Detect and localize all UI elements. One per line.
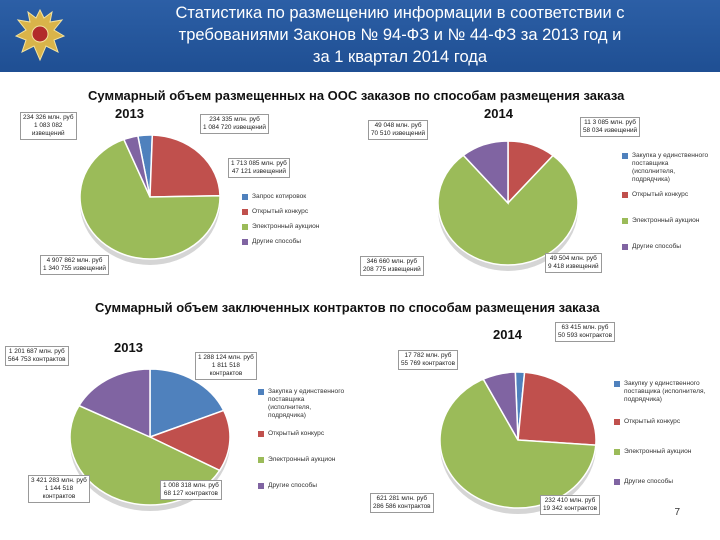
legend-label: Закупка у единственного поставщика (испо… [268,388,345,419]
legend-item: Другие способы [622,243,712,251]
legend-item: Другие способы [258,482,348,490]
pie-slice-2 [517,371,597,446]
data-label-s2-2013-d: 1 008 318 млн. руб 68 127 контрактов [160,480,222,500]
legend-swatch [258,483,264,489]
pie-slice-4 [77,368,151,439]
legend-label: Открытый конкурс [632,191,689,198]
legend-label: Открытый конкурс [268,430,325,437]
data-label-s2-2014-d: 232 410 млн. руб 19 342 контрактов [540,495,600,515]
section2-year-right: 2014 [493,327,522,342]
legend-swatch [614,419,620,425]
coat-of-arms-icon [14,8,66,62]
legend-s1-2013: Запрос котировок Открытый конкурс Электр… [242,193,322,253]
pie-chart-orders-2014 [437,140,579,271]
section1-year-left: 2013 [115,106,144,121]
data-label-s1-2014-b: 11 3 085 млн. руб 58 034 извещений [580,117,641,137]
legend-label: Другие способы [624,478,674,485]
legend-item: Электронный аукцион [258,456,348,464]
legend-item: Запрос котировок [242,193,322,201]
legend-label: Закупку у единственного поставщика (испо… [624,380,706,403]
legend-label: Электронный аукцион [252,223,320,230]
legend-label: Электронный аукцион [632,217,700,224]
legend-swatch [242,239,248,245]
data-label-s2-2014-b: 17 782 млн. руб 55 769 контрактов [398,350,458,370]
data-label-s2-2013-a: 1 201 687 млн. руб 564 753 контрактов [5,346,69,366]
page-number: 7 [674,507,680,518]
legend-label: Закупка у единственного поставщика (испо… [632,152,709,183]
data-label-s2-2014-a: 63 415 млн. руб 50 593 контрактов [555,322,615,342]
legend-swatch [242,194,248,200]
legend-swatch [622,218,628,224]
legend-s1-2014: Закупка у единственного поставщика (испо… [622,152,712,258]
pie-chart-contracts-2013 [69,368,231,511]
data-label-s1-2013-d: 4 907 862 млн. руб 1 340 755 извещений [40,255,109,275]
legend-item: Другие способы [242,238,322,246]
legend-swatch [614,479,620,485]
legend-label: Другие способы [632,243,682,250]
legend-item: Открытый конкурс [242,208,322,216]
pie-slice-4 [122,135,151,198]
legend-item: Открытый конкурс [622,191,712,199]
data-label-s1-2014-a: 49 048 млн. руб 70 510 извещений [368,120,429,140]
data-label-s1-2013-a: 234 326 млн. руб 1 083 082 извещений [20,112,77,140]
data-label-s2-2013-b: 1 288 124 млн. руб 1 811 518 контрактов [195,352,257,380]
legend-item: Закупка у единственного поставщика (испо… [258,388,348,420]
legend-label: Открытый конкурс [624,418,681,425]
section2-title: Суммарный объем заключенных контрактов п… [95,300,600,315]
legend-swatch [614,381,620,387]
pie-slice-4 [462,140,509,205]
legend-label: Другие способы [268,482,318,489]
pie-slice-3 [79,138,221,260]
legend-swatch [242,224,248,230]
legend-label: Запрос котировок [252,193,307,200]
legend-swatch [242,209,248,215]
legend-s2-2013: Закупка у единственного поставщика (испо… [258,388,348,497]
header-bar: Статистика по размещению информации в со… [0,0,720,72]
pie-chart-contracts-2014 [439,371,597,514]
legend-item: Открытый конкурс [614,418,709,426]
legend-swatch [622,192,628,198]
legend-item: Другие способы [614,478,709,486]
legend-label: Электронный аукцион [624,448,692,455]
data-label-s1-2014-d: 49 504 млн. руб 9 418 извещений [545,253,602,273]
legend-item: Закупка у единственного поставщика (испо… [622,152,712,184]
legend-swatch [614,449,620,455]
legend-label: Другие способы [252,238,302,245]
pie-slice-2 [148,409,231,472]
legend-item: Закупку у единственного поставщика (испо… [614,380,709,404]
title-line-3: за 1 квартал 2014 года [312,48,488,66]
legend-swatch [622,153,628,159]
section1-title: Суммарный объем размещенных на ООС заказ… [88,88,625,103]
legend-s2-2014: Закупку у единственного поставщика (испо… [614,380,709,493]
pie-slice-3 [437,154,579,266]
section2-year-left: 2013 [114,340,143,355]
data-label-s2-2014-c: 621 281 млн. руб 286 586 контрактов [370,493,434,513]
legend-item: Открытый конкурс [258,430,348,438]
pie-slice-4 [482,371,519,441]
legend-label: Электронный аукцион [268,456,336,463]
pie-chart-orders-2013 [79,134,221,265]
title-line-1: Статистика по размещению информации в со… [175,4,625,22]
legend-item: Электронный аукцион [622,217,712,225]
page-title: Статистика по размещению информации в со… [120,2,680,68]
pie-slice-3 [439,378,597,509]
legend-swatch [258,389,264,395]
legend-item: Электронный аукцион [614,448,709,456]
data-label-s1-2013-c: 1 713 085 млн. руб 47 121 извещений [228,158,290,178]
pie-slice-2 [149,134,221,198]
legend-swatch [622,244,628,250]
section1-year-right: 2014 [484,106,513,121]
pie-slice-1 [149,368,225,439]
legend-item: Электронный аукцион [242,223,322,231]
data-label-s1-2014-c: 346 660 млн. руб 208 775 извещений [360,256,424,276]
data-label-s1-2013-b: 234 335 млн. руб 1 084 720 извещений [200,114,269,134]
legend-label: Открытый конкурс [252,208,309,215]
legend-swatch [258,457,264,463]
legend-swatch [258,431,264,437]
data-label-s2-2013-c: 3 421 283 млн. руб 1 144 518 контрактов [28,475,90,503]
title-line-2: требованиями Законов № 94-ФЗ и № 44-ФЗ з… [178,26,622,44]
